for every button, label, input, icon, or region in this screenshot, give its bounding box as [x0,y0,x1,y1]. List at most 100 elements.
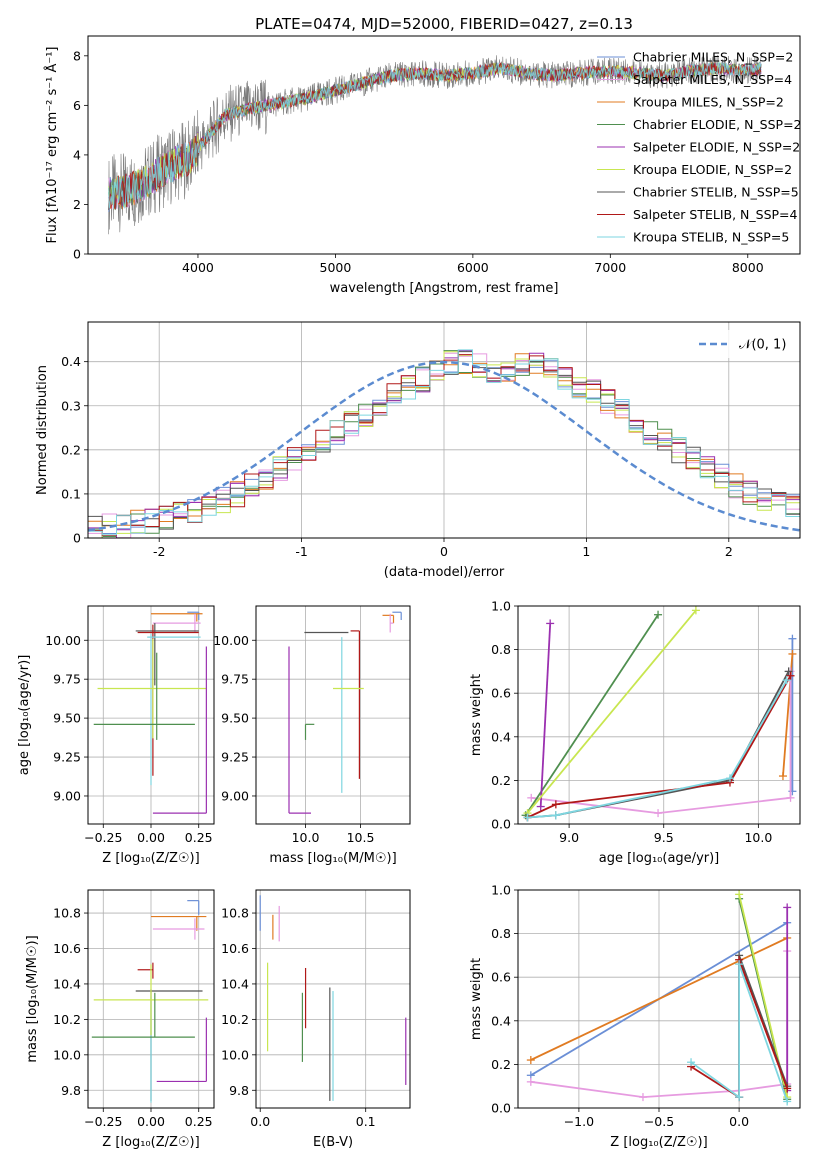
legend-label: Chabrier ELODIE, N_SSP=2 [633,117,802,132]
x-tick-label: -2 [153,544,165,559]
x-axis-label: age [log₁₀(age/yr)] [599,851,720,866]
x-tick-label: 8000 [732,260,764,275]
y-tick-label: 10.0 [53,1047,81,1062]
y-tick-label: 0.2 [491,1057,511,1072]
mass-vs-metallicity-plot: −0.25 0.00 0.25 9.8 10.0 10.2 10.4 10.6 10.8 Z [l… [25,889,215,1150]
y-tick-label: 4 [73,147,81,162]
y-tick-label: 0 [73,531,81,546]
y-tick-label: 10.00 [45,633,81,648]
plus-marker [778,772,787,781]
y-axis-label: age [log₁₀(age/yr)] [17,655,32,776]
y-axis-label: mass weight [469,958,484,1040]
legend-label: Chabrier STELIB, N_SSP=5 [633,185,799,200]
errorbar-point [137,962,154,979]
weight-series-line [539,623,552,807]
errorbar-point [304,723,315,740]
plus-marker [735,960,744,969]
y-tick-label: 10.0 [221,1047,249,1062]
plus-marker [691,606,700,615]
plus-marker [551,811,560,820]
x-tick-label: 10.5 [347,830,375,845]
y-tick-label: 0.8 [491,926,511,941]
residuals-histogram: -2 -1 0 1 2 0 0.1 0.2 0.3 0.4 (data-model)/error No… [35,321,801,580]
y-tick-label: 6 [73,98,81,113]
y-axis-label: mass weight [469,674,484,756]
y-tick-label: 9.8 [229,1083,249,1098]
x-tick-label: −0.25 [84,1114,122,1129]
weight-series-line [690,963,789,1102]
x-tick-label: 4000 [182,260,214,275]
errorbar-point [135,623,199,686]
y-tick-label: 0.4 [491,729,511,744]
y-tick-label: 0.1 [61,486,81,501]
y-tick-label: 0.4 [491,1013,511,1028]
plus-marker [551,800,560,809]
x-axis-label: Z [log₁₀(Z/Z☉)] [102,1135,199,1150]
x-tick-label: 0.25 [185,1114,213,1129]
age-vs-mass-plot: 10.0 10.5 9.00 9.25 9.50 9.75 10.00 mass [log₁₀… [213,605,411,866]
x-tick-label: 2 [725,544,733,559]
errorbar-point [147,634,201,786]
legend-label: Salpeter STELIB, N_SSP=4 [633,207,798,222]
plus-marker [783,1097,792,1106]
errorbar-point [389,613,394,633]
x-axis-label: wavelength [Angstrom, rest frame] [330,281,559,296]
x-tick-label: −1.0 [564,1114,594,1129]
y-tick-label: 10.4 [221,976,249,991]
plot-area [88,349,800,538]
plot-frame [87,321,801,539]
normal-reference-curve [88,360,800,532]
errorbar-point [392,611,402,621]
errorbar-point [97,638,207,739]
y-tick-label: 1.0 [491,883,511,898]
plot-area [259,895,407,1101]
y-tick-label: 0.2 [491,773,511,788]
y-tick-label: 10.2 [53,1012,81,1027]
weight-series-line [527,679,788,819]
y-axis-label: Flux [fλ10⁻¹⁷ erg cm⁻² s⁻¹ Å⁻¹] [44,47,60,244]
y-tick-label: 0.2 [61,442,81,457]
plot-frame [517,889,801,1109]
plus-marker [735,1093,744,1102]
plus-marker [523,813,532,822]
x-axis-label: Z [log₁₀(Z/Z☉)] [102,851,199,866]
y-tick-label: 10.6 [53,941,81,956]
errorbar-point [187,900,200,915]
errorbar-point [288,646,311,814]
y-tick-label: 0.3 [61,398,81,413]
errorbar-point [93,964,209,1036]
x-tick-label: 5000 [320,260,352,275]
plot-area [108,54,762,235]
legend-label: Kroupa MILES, N_SSP=2 [633,95,784,110]
x-tick-label: 0.0 [250,1114,270,1129]
x-tick-label: −0.25 [84,830,122,845]
x-tick-label: 0.00 [137,1114,165,1129]
x-tick-label: 9.5 [654,830,674,845]
y-tick-label: 10.4 [53,976,81,991]
y-tick-label: 10.00 [213,633,249,648]
x-tick-label: 10.0 [292,830,320,845]
plus-marker [786,671,795,680]
weight-series-line [531,671,792,815]
figure-title: PLATE=0474, MJD=52000, FIBERID=0427, z=0… [255,15,633,33]
x-tick-label: 9.0 [559,830,579,845]
errorbar-point [382,614,395,624]
x-tick-label: 10.0 [744,830,772,845]
errorbar-point [151,613,203,622]
weight-series-line [526,609,697,814]
plus-marker [526,1077,535,1086]
legend-label: Kroupa ELODIE, N_SSP=2 [633,162,792,177]
y-tick-label: 1.0 [491,599,511,614]
y-tick-label: 8 [73,48,81,63]
y-axis-label: Normed distribution [35,365,50,495]
errorbar-point [152,613,201,633]
y-tick-label: 10.2 [221,1012,249,1027]
plot-frame [517,605,801,825]
errorbar-point [91,992,195,1038]
legend-label: Kroupa STELIB, N_SSP=5 [633,230,789,245]
weight-series-line [530,937,788,1061]
y-tick-label: 0.0 [491,1101,511,1116]
y-axis-label: mass [log₁₀(M/M☉)] [25,935,40,1062]
x-axis-label: (data-model)/error [384,565,505,580]
